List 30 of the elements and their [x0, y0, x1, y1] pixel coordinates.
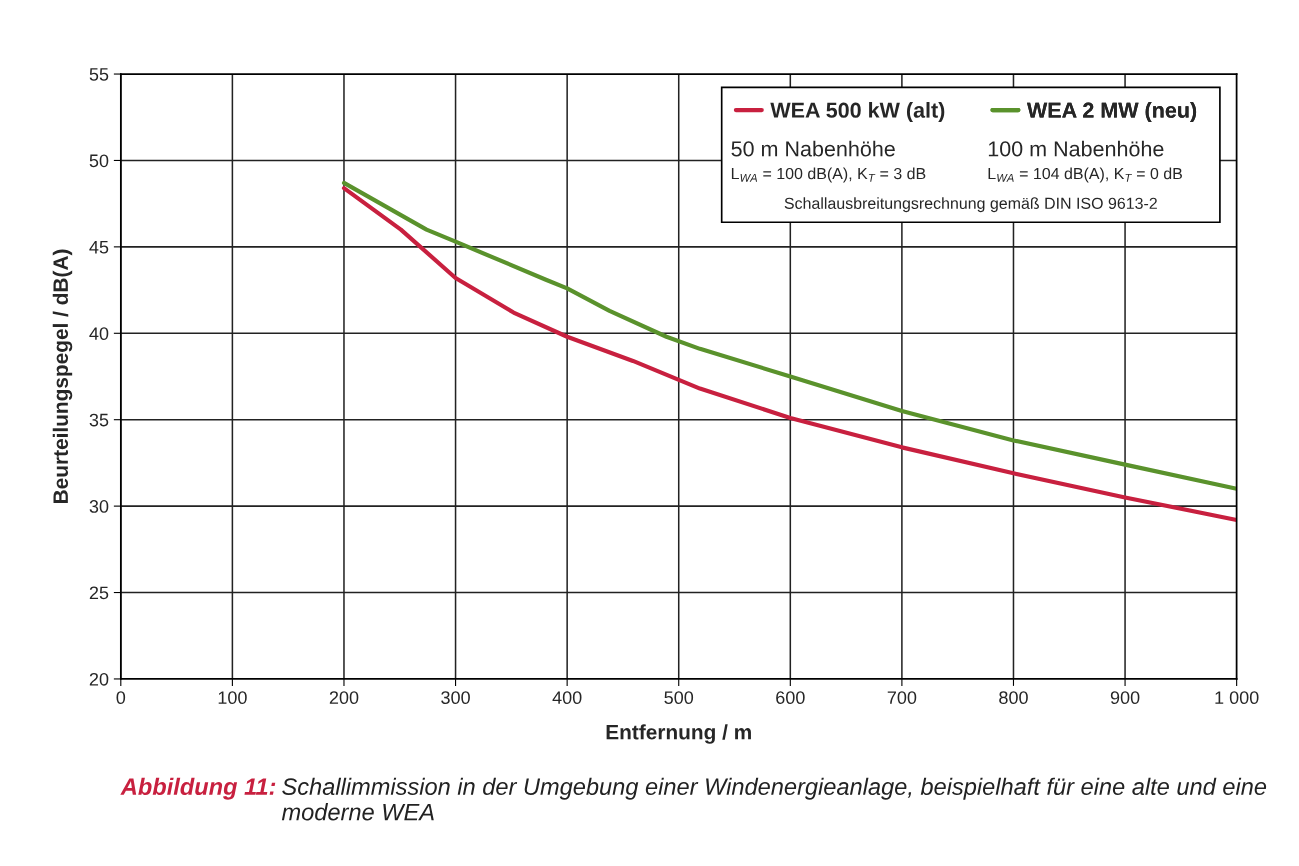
x-tick-label: 400 [552, 691, 582, 705]
annotation: L$_{WA}$ = 104 dB(A), K$_{T}$ = 0 dB [988, 167, 1182, 183]
text: Schallimmission in der Umgebung einer Windenergieanlage, beispielhaft für eine alte und eine moderne WEA [281, 777, 1267, 821]
annotation: Schallausbreitungsrechnung gemäß DIN ISO 9613-2 [784, 197, 1157, 213]
annotation: 50 m Nabenhöhe [731, 140, 895, 157]
y-tick-label: 20 [89, 672, 109, 686]
y-tick-label: 55 [89, 68, 109, 81]
text: Abbildung 11: [120, 777, 276, 800]
x-tick-label: 0 [116, 691, 126, 705]
x-tick-label: 1 000 [1215, 691, 1259, 705]
y-tick-label: 40 [89, 327, 109, 341]
x-tick-label: 800 [999, 691, 1028, 705]
legend-label: WEA 2 MW (neu) [1026, 102, 1197, 123]
y-tick-label: 35 [89, 413, 109, 427]
x-axis-title: Entfernung / m [606, 724, 751, 744]
y-axis-title: Beurteilungspegel / dB(A) [52, 249, 73, 503]
y-tick-label: 45 [89, 240, 109, 254]
annotation: L$_{WA}$ = 100 dB(A), K$_{T}$ = 3 dB [731, 167, 926, 183]
x-tick-label: 200 [329, 691, 359, 705]
legend-label: WEA 500 kW (alt) [770, 102, 945, 123]
x-tick-label: 900 [1110, 691, 1140, 705]
x-tick-label: 300 [441, 691, 470, 705]
x-tick-label: 600 [776, 691, 805, 705]
y-tick-label: 30 [89, 500, 109, 513]
y-tick-label: 50 [89, 154, 109, 168]
y-tick-label: 25 [89, 586, 109, 600]
annotation: 100 m Nabenhöhe [988, 140, 1164, 157]
x-tick-label: 500 [664, 691, 694, 705]
x-tick-label: 100 [218, 691, 247, 705]
x-tick-label: 700 [887, 691, 917, 705]
